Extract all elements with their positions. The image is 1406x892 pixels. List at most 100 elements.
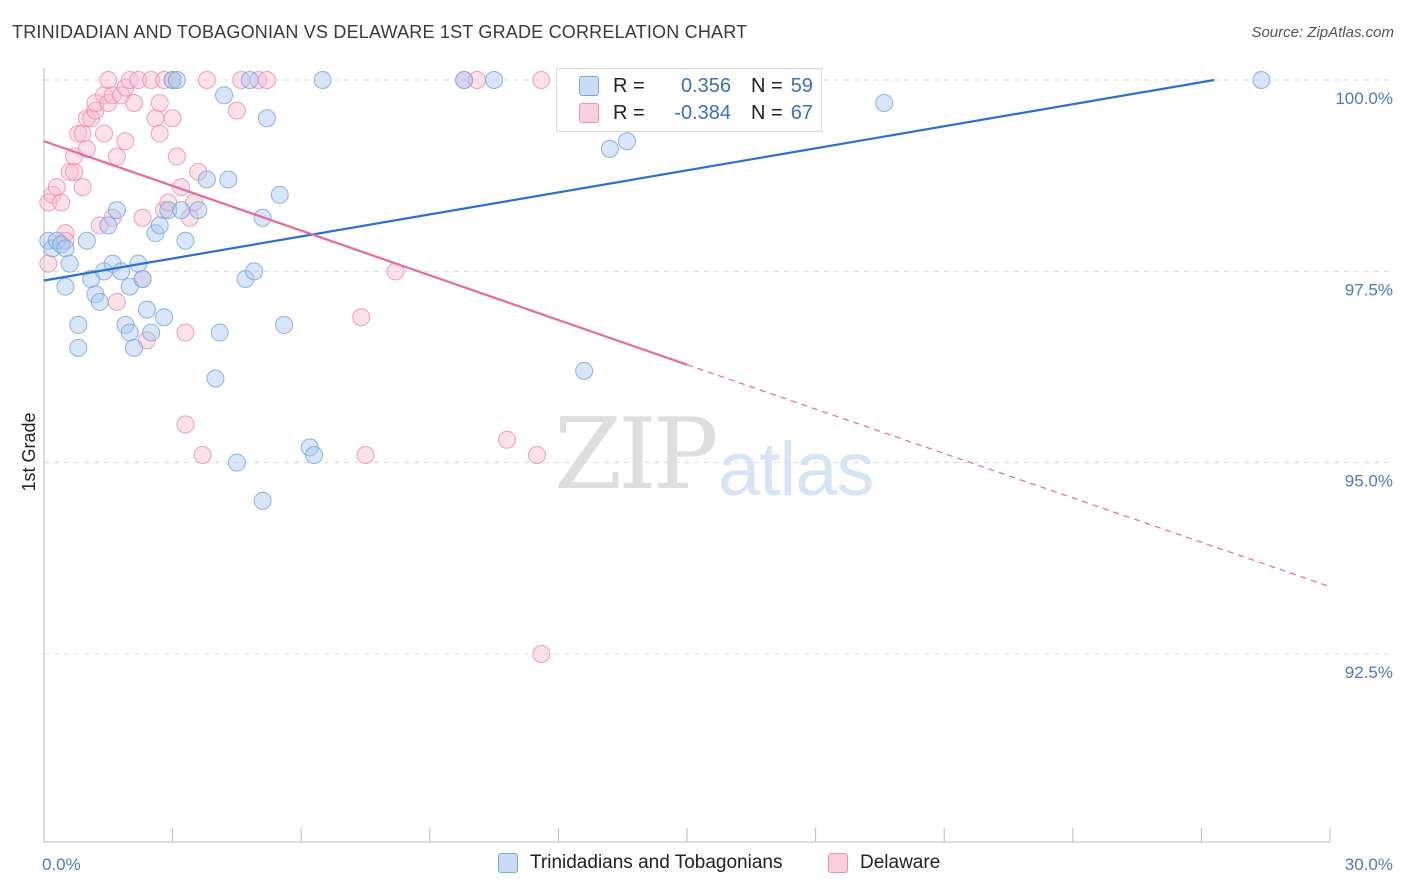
trinidadian-point [77,231,96,250]
delaware-point [133,208,152,227]
trinidadian-point [253,491,272,510]
delaware-point [142,71,161,89]
trinidadian-point [189,201,208,220]
trinidadian-point [270,185,289,204]
delaware-point [129,71,148,89]
trinidadian-point [305,446,324,465]
trinidadian-point [56,277,75,296]
legend-item-delaware: Delaware [828,852,940,874]
delaware-point [146,109,165,128]
delaware-point [107,147,126,166]
trinidadian-point [227,453,246,472]
chart-title: TRINIDADIAN AND TOBAGONIAN VS DELAWARE 1… [12,22,748,42]
y-tick-label: 95.0% [1345,472,1393,491]
delaware-point [65,162,84,181]
delaware-point [107,292,126,311]
legend-n-value: 59 [790,74,813,97]
trinidadian-point [617,132,636,151]
delaware-point [69,124,88,143]
delaware-point [150,93,169,112]
legend-swatch-pink [579,103,599,123]
trinidadian-point [215,86,234,105]
y-tick-label: 97.5% [1345,280,1393,299]
watermark-atlas: atlas [718,427,875,512]
trinidadian-point [56,239,75,258]
trinidadian-point [159,201,178,220]
y-tick-label: 100.0% [1335,89,1393,108]
trinidadian-point [875,93,894,112]
legend-n-label: N = [751,74,783,97]
legend-swatch-blue [498,853,518,873]
delaware-point [176,415,195,434]
legend-label-trinidadian: Trinidadians and Tobagonians [530,852,783,873]
delaware-point [176,323,195,342]
delaware-point [257,71,276,89]
trinidadian-point [485,71,504,89]
legend-n-value: 67 [790,101,813,124]
legend-swatch-pink [828,853,848,873]
delaware-point [73,178,92,197]
delaware-point [193,446,212,465]
delaware-point [497,430,516,449]
delaware-point [73,124,92,143]
delaware-point [356,446,375,465]
tick-labels: 92.5% 95.0% 97.5% 100.0% 0.0% 30.0% [42,89,1393,874]
delaware-point [77,139,96,158]
delaware-point [532,645,551,663]
delaware-point [52,193,71,212]
trinidadian-points [39,71,1271,510]
legend-row-trinidadian: R = 0.356 N = 59 [579,73,813,99]
trinidadian-point [172,201,191,220]
legend-r-label: R = [613,74,645,97]
delaware-trend-line [43,140,688,366]
trinidadian-point [69,315,88,334]
delaware-point [95,124,114,143]
trinidadian-point [137,300,156,319]
trinidadian-point [210,323,229,342]
legend-r-value: -0.384 [674,101,731,124]
trinidadian-point [167,71,186,89]
delaware-point [99,71,118,89]
delaware-point [150,124,169,143]
trinidadian-point [90,292,109,311]
x-tick-label: 30.0% [1345,855,1393,874]
trinidadian-point [69,338,88,357]
x-tick-label: 0.0% [42,855,81,874]
delaware-point [197,71,216,89]
legend-row-delaware: R = -0.384 N = 67 [579,100,813,126]
legend-r-value: 0.356 [680,74,731,97]
source-label: Source: ZipAtlas.com [1251,24,1394,41]
trinidadian-point [107,201,126,220]
delaware-point [527,446,546,465]
trinidadian-point [219,170,238,189]
trinidadian-point [600,139,619,158]
trinidadian-point [60,254,79,273]
watermark-zip: ZIP [554,398,719,512]
trinidadian-point [99,216,118,235]
delaware-point [47,178,66,197]
trinidadian-point [257,109,276,128]
trinidadian-point [313,71,332,89]
trinidadian-point [163,71,182,89]
legend-n-label: N = [751,101,783,124]
trinidadian-point [206,369,225,388]
delaware-point [125,93,144,112]
trinidadian-point [1252,71,1271,89]
delaware-points [39,71,551,663]
trend-lines [43,78,1331,588]
trinidadian-point [155,308,174,327]
stats-legend: R = 0.356 N = 59 R = -0.384 N = 67 [556,68,822,132]
trinidadian-point [150,216,169,235]
trinidadian-point [275,315,294,334]
legend-label-delaware: Delaware [860,852,941,873]
delaware-point [352,308,371,327]
delaware-point [116,132,135,151]
legend-swatch-blue [579,76,599,96]
trinidadian-point [133,269,152,288]
legend-item-trinidadian: Trinidadians and Tobagonians [498,852,782,874]
trinidadian-point [125,338,144,357]
trinidadian-point [240,71,259,89]
trinidadian-point [575,361,594,380]
trinidadian-point [176,231,195,250]
legend-r-label: R = [613,101,645,124]
